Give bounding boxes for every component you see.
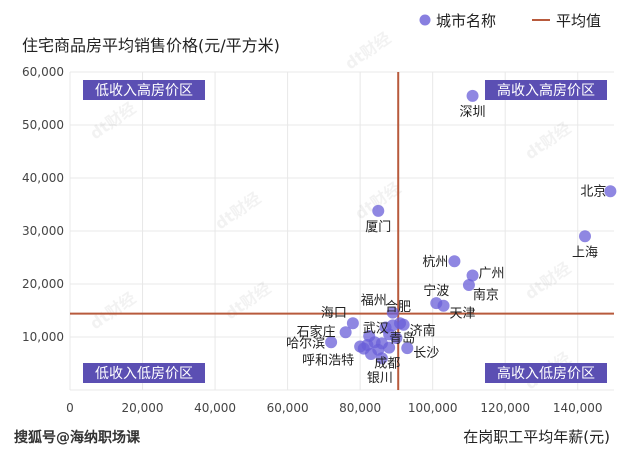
point-石家庄 [339, 326, 352, 339]
quadrant-bottom-left-bg [83, 363, 205, 383]
x-tick-4: 80,000 [339, 401, 381, 415]
point-label-成都: 成都 [374, 357, 400, 372]
x-axis-title: 在岗职工平均年薪(元) [463, 428, 610, 446]
legend-points-label: 城市名称 [436, 12, 496, 30]
x-tick-5: 100,000 [408, 401, 458, 415]
point-label-海口: 海口 [321, 306, 347, 321]
point-label-长沙: 长沙 [413, 346, 439, 361]
quadrant-top-left-label: 低收入高房价区 [95, 82, 193, 99]
point-label-哈尔滨: 哈尔滨 [286, 335, 325, 351]
quadrant-top-right-bg [485, 80, 607, 100]
point-unlabeled-29 [363, 329, 376, 342]
y-tick-3: 40,000 [22, 171, 64, 185]
x-tick-0: 0 [66, 401, 74, 415]
watermark-0: dt财经 [86, 98, 139, 143]
point-海口 [346, 317, 359, 330]
point-label-呼和浩特: 呼和浩特 [302, 354, 354, 369]
y-tick-4: 50,000 [22, 118, 64, 132]
y-tick-labels: 10,000 20,000 30,000 40,000 50,000 60,000 [22, 65, 64, 344]
quadrant-top-left-bg [83, 80, 205, 100]
point-label-福州: 福州 [361, 294, 387, 309]
point-label-宁波: 宁波 [423, 283, 449, 299]
y-tick-0: 10,000 [22, 330, 64, 344]
point-杭州 [448, 255, 461, 268]
watermark-1: dt财经 [341, 28, 394, 73]
point-label-深圳: 深圳 [460, 105, 486, 120]
point-深圳 [466, 89, 479, 102]
point-银川 [375, 352, 388, 365]
point-宁波 [430, 297, 443, 310]
footer-source: 搜狐号@海纳职场课 [14, 429, 141, 446]
x-tick-labels: 0 20,000 40,000 60,000 80,000 100,000 120,000 1… [66, 401, 602, 415]
point-label-杭州: 杭州 [422, 255, 448, 270]
point-label-广州: 广州 [479, 267, 505, 282]
x-tick-1: 20,000 [122, 401, 164, 415]
data-points [325, 89, 617, 365]
point-unlabeled-26 [365, 347, 378, 360]
watermark-6: dt财经 [86, 288, 139, 333]
point-上海 [578, 230, 591, 243]
point-label-济南: 济南 [410, 323, 436, 339]
y-tick-1: 20,000 [22, 277, 64, 291]
point-南京 [462, 279, 475, 292]
y-axis-title: 住宅商品房平均销售价格(元/平方米) [22, 36, 280, 55]
point-济南 [397, 318, 410, 331]
point-广州 [466, 269, 479, 282]
y-tick-5: 60,000 [22, 65, 64, 79]
point-长沙 [401, 342, 414, 355]
point-label-厦门: 厦门 [365, 220, 391, 235]
x-tick-7: 140,000 [553, 401, 603, 415]
x-tick-2: 40,000 [194, 401, 236, 415]
legend: 城市名称 平均值 [419, 12, 601, 30]
quadrant-bottom-left-label: 低收入低房价区 [95, 366, 193, 382]
point-label-天津: 天津 [450, 307, 476, 322]
point-label-青岛: 青岛 [389, 330, 415, 346]
point-unlabeled-27 [390, 332, 403, 345]
point-unlabeled-25 [383, 341, 396, 354]
watermark-5: dt财经 [521, 258, 574, 303]
point-label-上海: 上海 [572, 245, 598, 260]
quadrant-bottom-right-bg [485, 363, 607, 383]
y-tick-2: 30,000 [22, 224, 64, 238]
point-label-合肥: 合肥 [385, 300, 411, 315]
point-label-石家庄: 石家庄 [297, 324, 336, 340]
point-label-武汉: 武汉 [363, 321, 389, 336]
point-福州 [386, 306, 399, 319]
watermark-3: dt财经 [211, 188, 264, 233]
point-unlabeled-28 [379, 321, 392, 334]
quadrant-bottom-right-label: 高收入低房价区 [497, 365, 595, 382]
grid [69, 71, 614, 391]
point-哈尔滨 [325, 336, 338, 349]
legend-average-label: 平均值 [556, 12, 601, 30]
point-厦门 [372, 204, 385, 217]
x-tick-3: 60,000 [267, 401, 309, 415]
point-北京 [604, 185, 617, 198]
x-tick-6: 120,000 [480, 401, 530, 415]
point-label-南京: 南京 [473, 287, 499, 303]
legend-point-icon [419, 14, 431, 26]
quadrant-labels: 低收入高房价区 高收入高房价区 低收入低房价区 高收入低房价区 [83, 80, 607, 383]
point-label-银川: 银川 [367, 371, 393, 386]
quadrant-top-right-label: 高收入高房价区 [497, 82, 595, 99]
point-label-北京: 北京 [580, 184, 606, 199]
watermark-7: dt财经 [221, 278, 274, 323]
